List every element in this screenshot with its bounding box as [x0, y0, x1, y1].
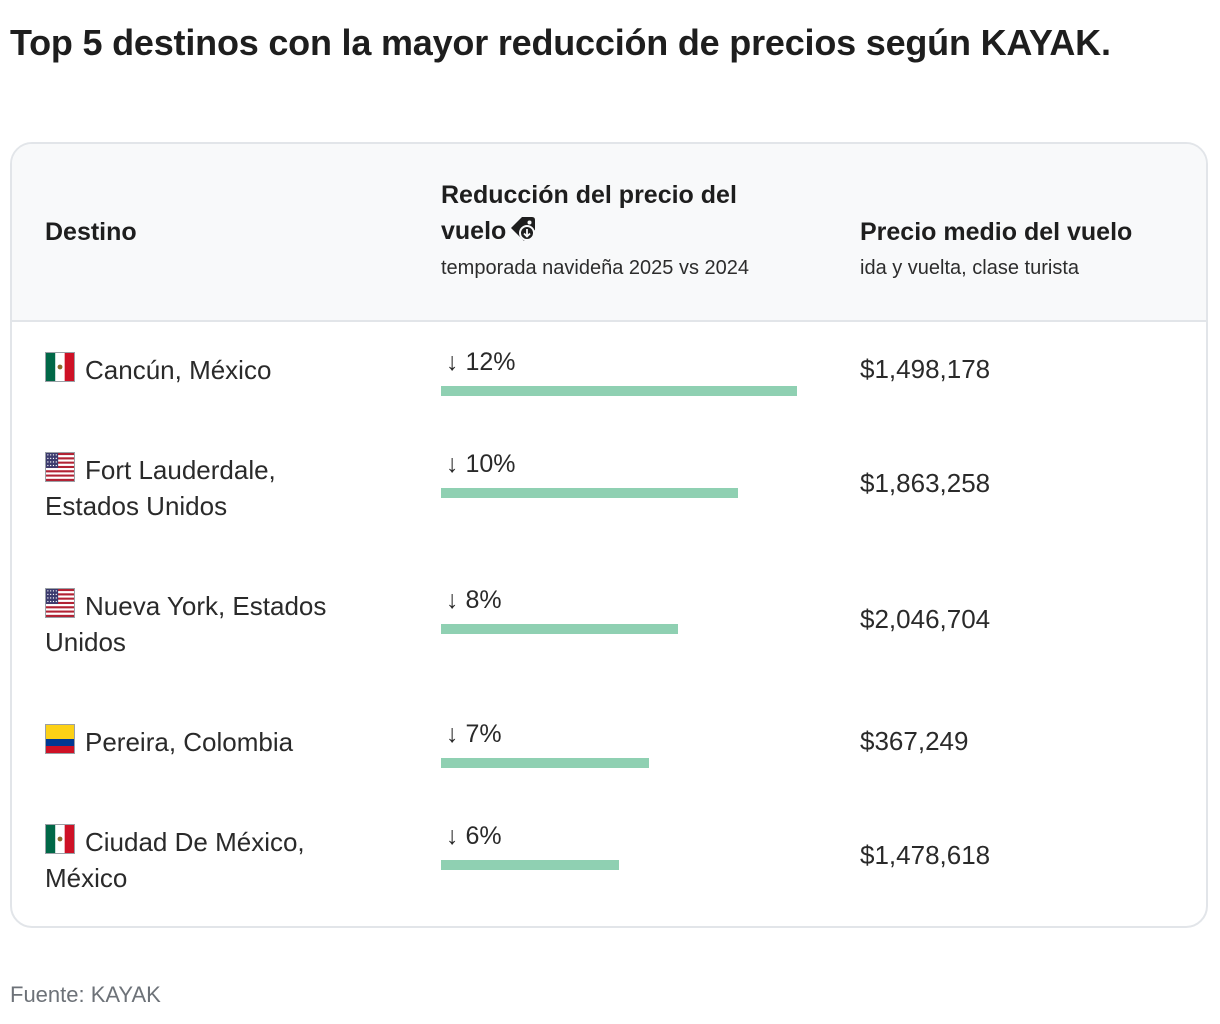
source-note: Fuente: KAYAK: [10, 982, 161, 1007]
usa-flag-icon: [45, 588, 75, 618]
colombia-flag-icon: [45, 724, 75, 754]
average-price: $1,863,258: [860, 468, 991, 498]
table-row: Fort Lauderdale, Estados Unidos ↓ 10% $1,8…: [12, 434, 1206, 554]
table-row: Ciudad De México, México ↓ 6% $1,478,618: [12, 806, 1206, 926]
price-table: Destino Reducción del precio del vuelo t…: [10, 142, 1208, 928]
destination-cell: Fort Lauderdale, Estados Unidos: [45, 452, 365, 524]
col-subheader-precio: ida y vuelta, clase turista: [860, 257, 1079, 279]
reduction-bar: [441, 624, 678, 634]
col-subheader-reduccion: temporada navideña 2025 vs 2024: [441, 257, 750, 279]
reduction-value: ↓ 7%: [446, 720, 502, 748]
table-row: Pereira, Colombia ↓ 7% $367,249: [12, 706, 1206, 796]
destination-name: Cancún, México: [85, 355, 272, 385]
col-header-reduccion-label: Reducción del precio del vuelo: [441, 181, 737, 245]
usa-flag-icon: [45, 452, 75, 482]
destination-name: Fort Lauderdale, Estados Unidos: [45, 455, 276, 521]
col-header-precio: Precio medio del vuelo: [860, 218, 1133, 246]
reduction-value: ↓ 6%: [446, 822, 502, 850]
reduction-value: ↓ 8%: [446, 586, 502, 614]
destination-name: Ciudad De México, México: [45, 827, 305, 893]
col-header-destino: Destino: [45, 218, 137, 246]
page-title: Top 5 destinos con la mayor reducción de…: [10, 22, 1111, 63]
destination-cell: Ciudad De México, México: [45, 824, 365, 896]
reduction-bar: [441, 488, 738, 498]
average-price: $2,046,704: [860, 604, 991, 634]
average-price: $367,249: [860, 726, 969, 756]
average-price: $1,478,618: [860, 840, 991, 870]
table-row: Cancún, México ↓ 12% $1,498,178: [12, 334, 1206, 424]
col-header-reduccion: Reducción del precio del vuelo: [441, 177, 801, 249]
reduction-bar: [441, 860, 619, 870]
destination-name: Nueva York, Estados Unidos: [45, 591, 327, 657]
reduction-value: ↓ 10%: [446, 450, 516, 478]
reduction-bar: [441, 758, 649, 768]
average-price: $1,498,178: [860, 354, 991, 384]
price-tag-down-icon: [508, 214, 538, 244]
table-header: Destino Reducción del precio del vuelo t…: [12, 144, 1206, 322]
destination-name: Pereira, Colombia: [85, 727, 294, 757]
reduction-bar: [441, 386, 797, 396]
reduction-value: ↓ 12%: [446, 348, 516, 376]
destination-cell: Pereira, Colombia: [45, 724, 365, 760]
table-row: Nueva York, Estados Unidos ↓ 8% $2,046,704: [12, 570, 1206, 690]
mexico-flag-icon: [45, 352, 75, 382]
destination-cell: Nueva York, Estados Unidos: [45, 588, 365, 660]
mexico-flag-icon: [45, 824, 75, 854]
destination-cell: Cancún, México: [45, 352, 365, 388]
